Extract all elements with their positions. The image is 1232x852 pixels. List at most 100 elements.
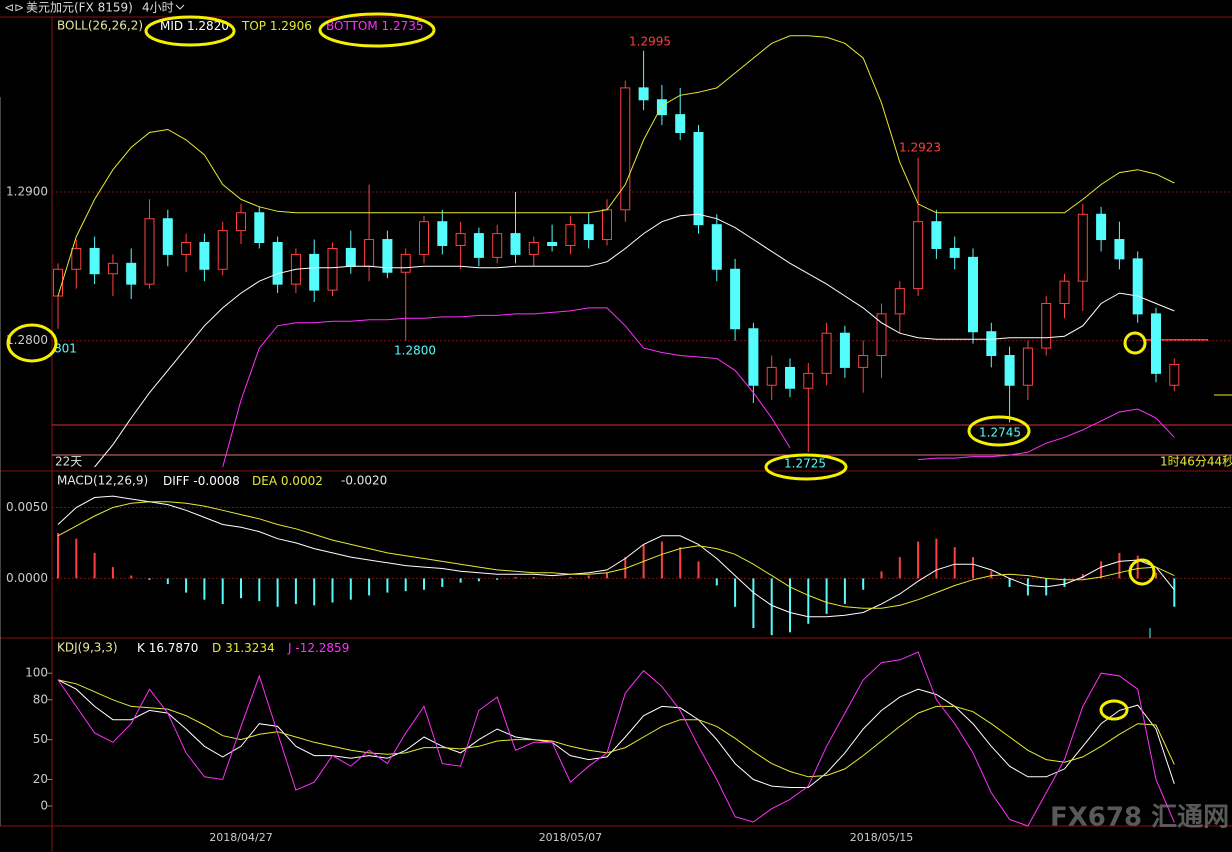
watermark: FX678 汇通网 bbox=[1050, 803, 1229, 833]
toolbar-icon[interactable]: ⊲⊳ bbox=[4, 1, 24, 15]
candle-body bbox=[968, 256, 978, 333]
candle-body bbox=[931, 221, 942, 249]
candle-body bbox=[1004, 355, 1015, 386]
candle-body bbox=[858, 355, 869, 368]
candle-body bbox=[144, 218, 155, 285]
plot-area: 1.2900 1.2800 BOLL(26,26,2) MID 1.2820 TOP 1… bbox=[6, 19, 1232, 844]
highlight bbox=[6, 323, 58, 363]
y-tick-label: 0.0000 bbox=[6, 571, 48, 585]
candle-body bbox=[583, 224, 594, 241]
readout-name: J bbox=[287, 641, 292, 655]
readout-name: TOP bbox=[241, 19, 266, 33]
candle-body bbox=[364, 239, 375, 267]
readout: D 31.3234 bbox=[212, 641, 275, 655]
candle-body bbox=[656, 99, 667, 116]
indicator-title: MACD(12,26,9) bbox=[57, 474, 148, 488]
candle-body bbox=[894, 288, 905, 315]
readout-value: -12.2859 bbox=[295, 641, 349, 655]
y-tick-label: 1.2800 bbox=[6, 333, 48, 347]
candle-body bbox=[71, 247, 82, 270]
x-tick-label: 2018/05/15 bbox=[850, 831, 913, 844]
candle-body bbox=[949, 247, 960, 258]
price-annotation: 1.2995 bbox=[629, 35, 671, 49]
candle-body bbox=[986, 331, 997, 357]
candle-body bbox=[730, 268, 741, 330]
candle-body bbox=[492, 233, 503, 258]
readout-value: 1.2906 bbox=[270, 19, 312, 33]
price-annotation: 1.2725 bbox=[784, 457, 826, 471]
candle-body bbox=[620, 87, 631, 211]
readout-name: BOTTOM bbox=[326, 19, 378, 33]
period[interactable]: 4小时 bbox=[142, 1, 174, 15]
y-tick-label: 80 bbox=[33, 692, 48, 706]
candle-body bbox=[400, 253, 411, 273]
readout-value: 0.0002 bbox=[281, 474, 323, 488]
readout: DEA 0.0002 bbox=[252, 474, 323, 488]
candle-body bbox=[254, 212, 265, 244]
readout-name: MID bbox=[160, 19, 183, 33]
indicator-line bbox=[57, 679, 1175, 778]
x-tick-label: 2018/04/27 bbox=[209, 831, 272, 844]
indicator-line bbox=[57, 495, 1175, 618]
candle-body bbox=[803, 372, 814, 389]
indicator-line bbox=[57, 35, 1175, 297]
candle-body bbox=[1151, 313, 1161, 374]
indicator-line bbox=[222, 307, 1175, 468]
candle-body bbox=[199, 242, 210, 270]
countdown: 1时46分44秒 bbox=[1160, 455, 1232, 469]
candle-body bbox=[1022, 347, 1033, 386]
candle-body bbox=[876, 313, 887, 357]
indicator-line bbox=[57, 679, 1175, 788]
candle-body bbox=[419, 221, 429, 255]
dropdown-arrow[interactable] bbox=[175, 4, 185, 10]
candle-body bbox=[675, 114, 686, 133]
candle-body bbox=[181, 242, 192, 255]
price-annotation: 1.2745 bbox=[979, 426, 1021, 440]
y-tick-label: 0.0050 bbox=[6, 500, 48, 514]
readout-value: 16.7870 bbox=[149, 641, 199, 655]
highlight bbox=[764, 453, 848, 481]
candle-body bbox=[272, 242, 283, 285]
candle-body bbox=[913, 221, 924, 290]
candle-body bbox=[711, 224, 722, 270]
y-tick-label: 1.2900 bbox=[6, 184, 48, 198]
readout-value: 31.3234 bbox=[225, 641, 275, 655]
readout: TOP 1.2906 bbox=[241, 19, 312, 33]
candle-body bbox=[1114, 239, 1125, 260]
candle-body bbox=[821, 332, 832, 374]
indicator-line bbox=[57, 651, 1175, 827]
indicator-title: BOLL(26,26,2) bbox=[57, 19, 143, 33]
highlight bbox=[1123, 331, 1147, 355]
readout: K 16.7870 bbox=[137, 641, 198, 655]
days-label: 22天 bbox=[55, 455, 82, 469]
readout: J -12.2859 bbox=[287, 641, 349, 655]
candle-body bbox=[1059, 280, 1070, 304]
y-tick-label: 20 bbox=[33, 772, 48, 786]
price-annotation: 1.2800 bbox=[394, 344, 436, 358]
candle-body bbox=[309, 253, 320, 291]
readout-name: K bbox=[137, 641, 146, 655]
candle-body bbox=[53, 268, 63, 297]
candle-body bbox=[126, 262, 137, 285]
readout: MID 1.2820 bbox=[160, 19, 229, 33]
candle-body bbox=[1132, 258, 1143, 315]
indicator-title: KDJ(9,3,3) bbox=[57, 641, 118, 655]
highlight bbox=[967, 415, 1031, 447]
candle-body bbox=[565, 224, 576, 246]
readout-value: -0.0008 bbox=[193, 474, 239, 488]
candle-body bbox=[89, 247, 100, 275]
highlight bbox=[318, 12, 436, 48]
x-tick-label: 2018/05/07 bbox=[539, 831, 602, 844]
candle-body bbox=[748, 328, 759, 386]
candle-body bbox=[236, 212, 246, 232]
y-tick-label: 50 bbox=[33, 732, 48, 746]
candle-body bbox=[638, 87, 649, 101]
candle-body bbox=[766, 366, 777, 386]
price-tag: 801 bbox=[54, 342, 77, 356]
candle-body bbox=[785, 366, 795, 389]
symbol[interactable]: 美元加元(FX 8159) bbox=[26, 1, 133, 15]
candle-body bbox=[327, 247, 338, 291]
candle-body bbox=[1169, 363, 1180, 386]
readout-value: 1.2735 bbox=[382, 19, 424, 33]
